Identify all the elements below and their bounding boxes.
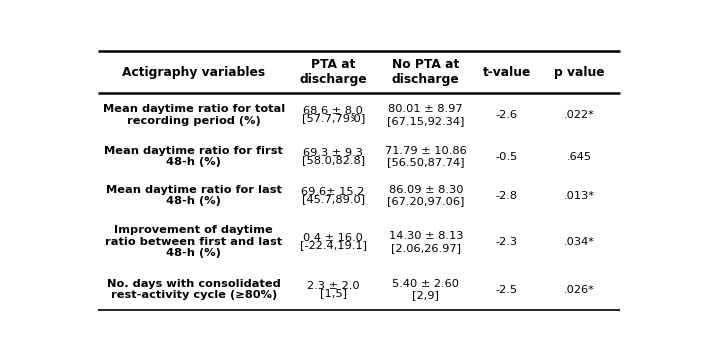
Text: [45.7,89.0]: [45.7,89.0] [301, 194, 365, 204]
Text: -2.5: -2.5 [496, 285, 517, 295]
Text: .034*: .034* [564, 237, 595, 247]
Text: [1,5]: [1,5] [320, 288, 347, 298]
Text: 69.6± 15.2: 69.6± 15.2 [301, 187, 365, 197]
Text: 14.30 ± 8.13
[2.06,26.97]: 14.30 ± 8.13 [2.06,26.97] [388, 231, 463, 253]
Text: [57.7,79.0]: [57.7,79.0] [301, 113, 365, 124]
Text: 86.09 ± 8.30
[67.20,97.06]: 86.09 ± 8.30 [67.20,97.06] [387, 185, 465, 206]
Text: 5.40 ± 2.60
[2,9]: 5.40 ± 2.60 [2,9] [393, 279, 459, 300]
Text: 2.3 ± 2.0: 2.3 ± 2.0 [307, 281, 360, 291]
Text: No PTA at
discharge: No PTA at discharge [392, 58, 460, 86]
Text: 0.4 ± 16.0: 0.4 ± 16.0 [304, 233, 363, 243]
Text: 71.79 ± 10.86
[56.50,87.74]: 71.79 ± 10.86 [56.50,87.74] [385, 146, 467, 168]
Text: .013*: .013* [564, 190, 595, 200]
Text: t-value: t-value [482, 66, 531, 78]
Text: 68.6 ± 8.0: 68.6 ± 8.0 [304, 106, 363, 116]
Text: Improvement of daytime
ratio between first and last
48-h (%): Improvement of daytime ratio between fir… [105, 225, 283, 258]
Text: .645: .645 [567, 152, 592, 161]
Text: .022*: .022* [564, 110, 595, 120]
Text: .026*: .026* [564, 285, 595, 295]
Text: -2.6: -2.6 [496, 110, 517, 120]
Text: Mean daytime ratio for total
recording period (%): Mean daytime ratio for total recording p… [102, 104, 285, 126]
Text: 80.01 ± 8.97
[67.15,92.34]: 80.01 ± 8.97 [67.15,92.34] [387, 104, 465, 126]
Text: Mean daytime ratio for first
48-h (%): Mean daytime ratio for first 48-h (%) [104, 146, 283, 168]
Text: -0.5: -0.5 [496, 152, 518, 161]
Text: No. days with consolidated
rest-activity cycle (≥80%): No. days with consolidated rest-activity… [107, 279, 280, 300]
Text: Mean daytime ratio for last
48-h (%): Mean daytime ratio for last 48-h (%) [106, 185, 282, 206]
Text: PTA at
discharge: PTA at discharge [299, 58, 367, 86]
Text: Actigraphy variables: Actigraphy variables [122, 66, 265, 78]
Text: [58.0,82.8]: [58.0,82.8] [301, 155, 365, 165]
Text: 69.3 ± 9.3: 69.3 ± 9.3 [304, 148, 363, 158]
Text: §: § [351, 112, 355, 121]
Text: [-22.4,19.1]: [-22.4,19.1] [300, 241, 367, 251]
Text: -2.8: -2.8 [496, 190, 517, 200]
Text: -2.3: -2.3 [496, 237, 517, 247]
Text: p value: p value [554, 66, 605, 78]
